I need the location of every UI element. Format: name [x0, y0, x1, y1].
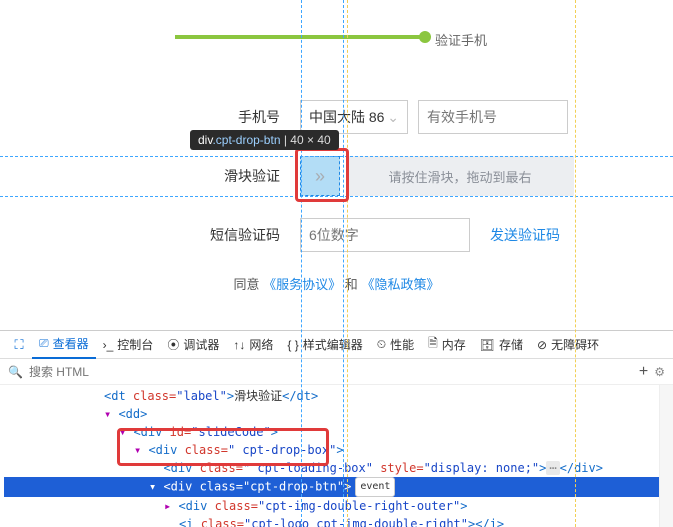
agree-line: 同意 《服务协议》 和 《隐私政策》 — [0, 274, 673, 293]
sms-code-input[interactable] — [300, 218, 470, 252]
network-icon: ↑↓ — [233, 338, 245, 352]
console-icon: ›_ — [103, 338, 114, 352]
html-search-input[interactable] — [29, 365, 429, 379]
chevron-down-icon: ⌄ — [387, 109, 399, 126]
phone-input[interactable] — [418, 100, 568, 134]
tab-perf[interactable]: ⏲性能 — [370, 331, 421, 359]
inspector-mask-right — [575, 0, 576, 527]
inspector-icon: ⎚ — [39, 336, 49, 351]
tab-console[interactable]: ›_控制台 — [96, 331, 161, 359]
storage-icon: 🗄 — [480, 338, 495, 352]
row-phone: 手机号 中国大陆 86 ⌄ — [0, 100, 673, 134]
tab-style[interactable]: { }样式编辑器 — [280, 331, 369, 359]
html-line[interactable]: ▾ <div id="slideCode"> — [4, 423, 659, 441]
slider-track: 请按住滑块，拖动到最右 — [346, 156, 574, 196]
html-line[interactable]: <i class="cpt-logo cpt-img-double-right"… — [4, 515, 659, 527]
html-line[interactable]: ▸ <div class="cpt-img-double-right-outer… — [4, 497, 659, 515]
devtools-panel: ⛶ ⎚查看器 ›_控制台 ⦿调试器 ↑↓网络 { }样式编辑器 ⏲性能 🗎内存 … — [0, 330, 673, 527]
label-phone: 手机号 — [0, 107, 300, 127]
perf-icon: ⏲ — [377, 337, 386, 352]
add-rule-button[interactable]: + — [633, 363, 654, 381]
tab-debugger[interactable]: ⦿调试器 — [160, 331, 226, 359]
tab-a11y[interactable]: ⊘无障碍环 — [530, 331, 606, 359]
devtools-body: <dt class="label">滑块验证</dt> ▾ <dd> ▾ <di… — [0, 385, 673, 527]
tab-network[interactable]: ↑↓网络 — [226, 331, 280, 359]
html-tree[interactable]: <dt class="label">滑块验证</dt> ▾ <dd> ▾ <di… — [0, 385, 659, 527]
style-icon: { } — [287, 338, 298, 352]
devtools-side-strip — [659, 385, 673, 527]
inspector-mask-left — [347, 0, 348, 527]
row-slider: 滑块验证 » 请按住滑块，拖动到最右 — [0, 156, 673, 196]
send-code-button[interactable]: 发送验证码 — [490, 225, 560, 245]
inspector-guide-h1 — [0, 156, 673, 157]
devtools-search: 🔍 + ⚙ — [0, 359, 673, 385]
devtools-toolbar: ⛶ ⎚查看器 ›_控制台 ⦿调试器 ↑↓网络 { }样式编辑器 ⏲性能 🗎内存 … — [0, 331, 673, 359]
agree-pre: 同意 — [234, 277, 264, 292]
tab-memory[interactable]: 🗎内存 — [421, 331, 473, 359]
tooltip-dim: | 40 × 40 — [284, 133, 331, 147]
debugger-icon: ⦿ — [167, 336, 179, 353]
html-line[interactable]: <div class=" cpt-loading-box" style="dis… — [4, 459, 659, 477]
row-sms: 短信验证码 发送验证码 — [0, 218, 673, 252]
page-content: 验证手机 手机号 中国大陆 86 ⌄ 滑块验证 » 请按住滑块，拖动到最右 短信… — [0, 0, 673, 330]
progress-bar: 验证手机 — [175, 35, 525, 39]
country-select[interactable]: 中国大陆 86 ⌄ — [300, 100, 408, 134]
tooltip-selector: div.cpt-drop-btn — [198, 133, 281, 147]
progress-dot — [419, 31, 431, 43]
progress-label: 验证手机 — [435, 30, 487, 49]
double-chevron-icon: » — [315, 166, 325, 187]
privacy-link[interactable]: 《隐私政策》 — [361, 277, 439, 292]
inspector-guide-v2 — [343, 0, 344, 527]
settings-icon[interactable]: ⚙ — [654, 365, 665, 379]
inspector-picker-icon[interactable]: ⛶ — [10, 337, 28, 353]
html-line[interactable]: ▾ <dd> — [4, 405, 659, 423]
tos-link[interactable]: 《服务协议》 — [263, 277, 341, 292]
slider-hint: 请按住滑块，拖动到最右 — [388, 167, 531, 186]
a11y-icon: ⊘ — [537, 338, 547, 352]
tab-inspector[interactable]: ⎚查看器 — [32, 331, 96, 359]
html-line[interactable]: <dt class="label">滑块验证</dt> — [4, 387, 659, 405]
label-sms: 短信验证码 — [0, 225, 300, 245]
html-line-selected[interactable]: ▾ <div class="cpt-drop-btn">event — [4, 477, 659, 497]
html-line[interactable]: ▾ <div class=" cpt-drop-box"> — [4, 441, 659, 459]
inspector-guide-v1 — [301, 0, 302, 527]
label-slider: 滑块验证 — [0, 166, 300, 186]
inspector-tooltip: div.cpt-drop-btn | 40 × 40 — [190, 130, 339, 150]
slider-handle[interactable]: » — [300, 156, 340, 196]
progress-line — [175, 35, 425, 39]
memory-icon: 🗎 — [428, 334, 438, 355]
search-icon: 🔍 — [8, 365, 23, 379]
inspector-guide-h2 — [0, 196, 673, 197]
tab-storage[interactable]: 🗄存储 — [473, 331, 530, 359]
